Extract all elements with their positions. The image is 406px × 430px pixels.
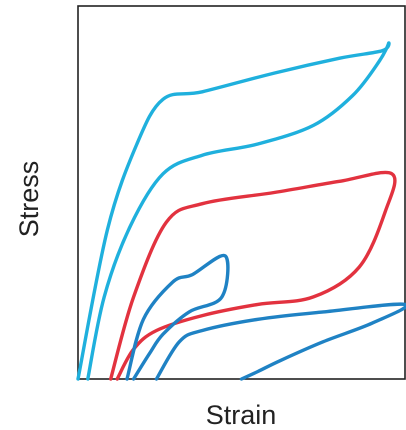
curves-group bbox=[76, 41, 406, 381]
x-axis-title: Strain bbox=[206, 400, 277, 430]
hysteresis-loop-4-blue bbox=[154, 302, 406, 381]
hysteresis-loop-1-cyan bbox=[76, 41, 391, 381]
hysteresis-loop-3-blue bbox=[125, 253, 230, 381]
y-axis-title: Stress bbox=[14, 161, 44, 238]
